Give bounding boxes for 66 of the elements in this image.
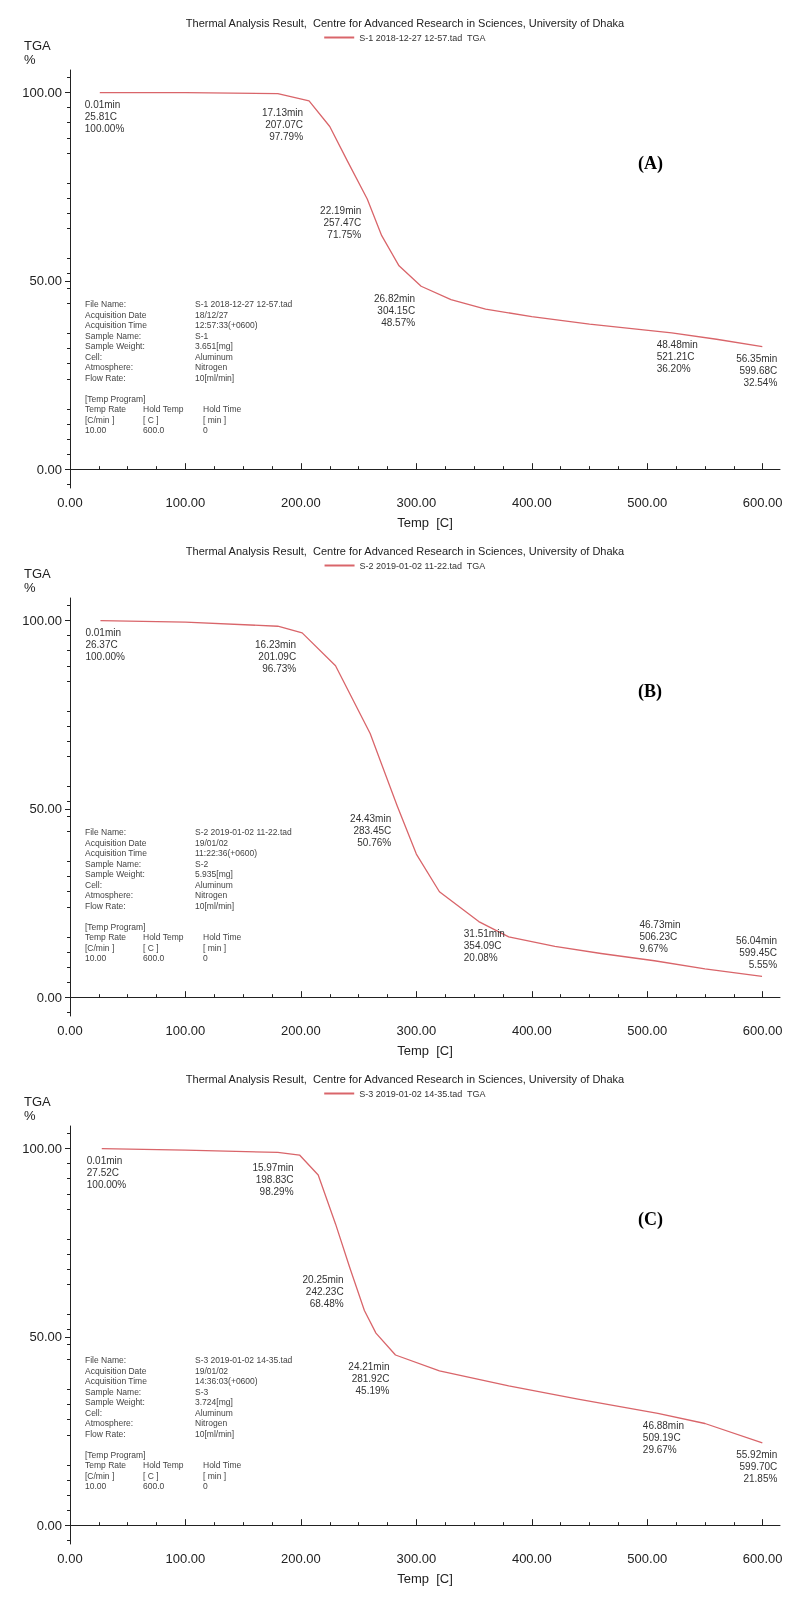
chart-title: Thermal Analysis Result, Centre for Advanced Research in Sciences, University of Dhaka (185, 16, 626, 29)
annotation: (B) (638, 680, 662, 702)
x-axis-title: Temp [C] (397, 1043, 453, 1058)
x-tick-label: 300.00 (396, 495, 437, 510)
y-tick-label: 100.00 (22, 1141, 62, 1157)
x-tick-label: 0.00 (57, 1023, 83, 1038)
x-tick-label: 600.00 (742, 1551, 783, 1566)
annotation: 48.48min 521.21C 36.20% (656, 339, 698, 375)
x-tick-label: 500.00 (627, 1023, 668, 1038)
text: File Name: S-3 2019-01-02 14-35.tad Acquisition Date 19/01/02 Acquisition Time 14:36:03(+0600) Sample Name: S-3 Sample Weight: 3.724[mg] Cell: Aluminum Atmosphere: Nitrogen Flow Rate: 10[ml/min] [Temp Program] Temp Rate Hold Temp Hold Time [C/min ] [ C ] [ min ] 10.00 600.0 0 (85, 1355, 293, 1492)
x-tick-label: 200.00 (281, 1551, 321, 1566)
x-tick-label: 200.00 (281, 495, 321, 510)
annotation: 22.19min 257.47C 71.75% (320, 205, 362, 241)
annotation: 46.73min 506.23C 9.67% (639, 919, 681, 955)
annotation: 24.21min 281.92C 45.19% (348, 1361, 390, 1397)
annotation: 15.97min 198.83C 98.29% (252, 1161, 294, 1197)
x-tick-label: 600.00 (742, 1023, 783, 1038)
y-axis-title: TGA % (24, 37, 52, 67)
annotation: 31.51min 354.09C 20.08% (463, 928, 505, 964)
annotation: (C) (638, 1208, 663, 1230)
x-axis-title: Temp [C] (397, 1571, 453, 1586)
x-axis-title: Temp [C] (397, 515, 453, 530)
x-tick-label: 300.00 (396, 1551, 437, 1566)
y-tick-label: 50.00 (29, 273, 62, 289)
x-tick-label: 200.00 (281, 1023, 321, 1038)
x-tick-label: 100.00 (165, 495, 206, 510)
annotation: 0.01min 26.37C 100.00% (85, 627, 126, 663)
x-tick-label: 100.00 (165, 1023, 206, 1038)
y-tick-label: 0.00 (36, 1517, 62, 1533)
annotation: 26.82min 304.15C 48.57% (373, 292, 416, 328)
chart-title: Thermal Analysis Result, Centre for Advanced Research in Sciences, University of Dhaka (185, 544, 626, 557)
x-tick-label: 300.00 (396, 1023, 437, 1038)
y-tick-label: 0.00 (36, 989, 62, 1005)
y-tick-label: 100.00 (22, 85, 62, 101)
y-axis-title: TGA % (24, 1093, 52, 1123)
annotation: (A) (638, 152, 663, 174)
legend-label: S-1 2018-12-27 12-57.tad TGA (359, 32, 486, 43)
x-tick-label: 400.00 (511, 495, 552, 510)
annotation: 0.01min 25.81C 100.00% (84, 99, 125, 135)
x-tick-label: 0.00 (57, 1551, 83, 1566)
annotation: 55.92min 599.70C 21.85% (736, 1449, 778, 1485)
annotation: 56.04min 599.45C 5.55% (735, 934, 778, 970)
y-tick-label: 50.00 (29, 1329, 62, 1345)
y-tick-label: 50.00 (29, 801, 62, 817)
annotation: 46.88min 509.19C 29.67% (642, 1419, 684, 1455)
legend-label: S-2 2019-01-02 11-22.tad TGA (359, 560, 486, 571)
chart-title: Thermal Analysis Result, Centre for Advanced Research in Sciences, University of Dhaka (185, 1072, 626, 1085)
y-axis-title: TGA % (24, 565, 52, 595)
x-tick-label: 0.00 (57, 495, 83, 510)
annotation: 0.01min 27.52C 100.00% (86, 1155, 127, 1191)
x-tick-label: 600.00 (742, 495, 783, 510)
y-tick-label: 0.00 (36, 461, 62, 477)
annotation: 56.35min 599.68C 32.54% (736, 353, 778, 389)
annotation: 20.25min 242.23C 68.48% (302, 1273, 344, 1309)
x-tick-label: 500.00 (627, 1551, 668, 1566)
x-tick-label: 400.00 (511, 1023, 552, 1038)
x-tick-label: 100.00 (165, 1551, 206, 1566)
y-tick-label: 100.00 (22, 613, 62, 629)
annotation: 17.13min 207.07C 97.79% (261, 107, 304, 143)
text: File Name: S-2 2019-01-02 11-22.tad Acquisition Date 19/01/02 Acquisition Time 11:22:36(+0600) Sample Name: S-2 Sample Weight: 5.935[mg] Cell: Aluminum Atmosphere: Nitrogen Flow Rate: 10[ml/min] [Temp Program] Temp Rate Hold Temp Hold Time [C/min ] [ C ] [ min ] 10.00 600.0 0 (85, 827, 292, 964)
text: File Name: S-1 2018-12-27 12-57.tad Acquisition Date 18/12/27 Acquisition Time 12:57:33(+0600) Sample Name: S-1 Sample Weight: 3.651[mg] Cell: Aluminum Atmosphere: Nitrogen Flow Rate: 10[ml/min] [Temp Program] Temp Rate Hold Temp Hold Time [C/min ] [ C ] [ min ] 10.00 600.0 0 (85, 299, 293, 436)
x-tick-label: 400.00 (511, 1551, 552, 1566)
annotation: 24.43min 283.45C 50.76% (350, 812, 392, 848)
x-tick-label: 500.00 (627, 495, 668, 510)
legend-label: S-3 2019-01-02 14-35.tad TGA (359, 1088, 486, 1099)
annotation: 16.23min 201.09C 96.73% (255, 639, 297, 675)
